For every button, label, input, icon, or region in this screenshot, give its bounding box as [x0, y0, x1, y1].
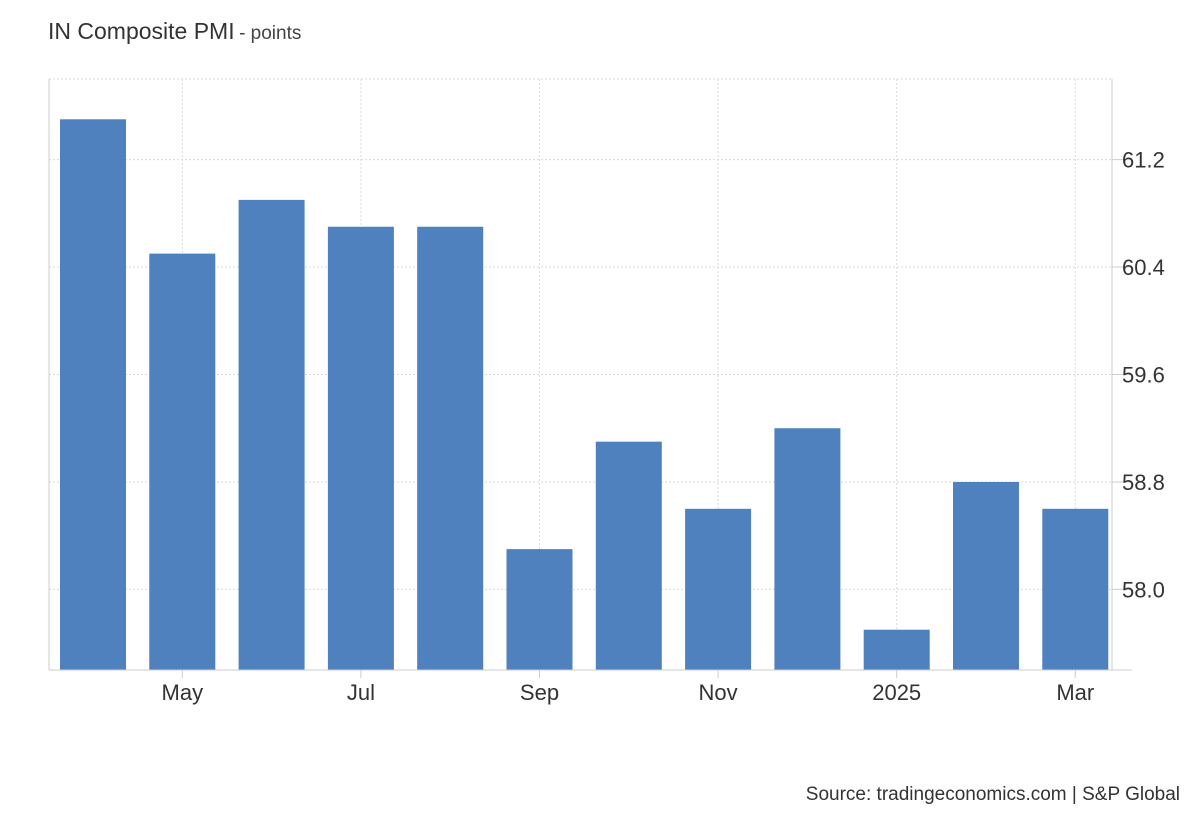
bar: [506, 549, 573, 670]
bar: [863, 629, 930, 670]
y-tick-label: 58.8: [1122, 470, 1165, 495]
x-tick-label: Mar: [1056, 680, 1094, 705]
bar: [149, 253, 216, 670]
chart-unit-label: - points: [239, 23, 302, 44]
bar: [238, 199, 305, 671]
x-tick-label: Sep: [520, 680, 559, 705]
x-tick-label: May: [162, 680, 204, 705]
x-tick-label: Nov: [699, 680, 738, 705]
y-tick-label: 61.2: [1122, 148, 1165, 173]
bar: [774, 428, 841, 670]
source-attribution: Source: tradingeconomics.com | S&P Globa…: [805, 784, 1180, 805]
bar: [953, 481, 1019, 670]
x-tick-label: Jul: [347, 680, 375, 705]
bar: [685, 508, 752, 670]
bar: [327, 226, 394, 670]
bar: [595, 441, 662, 670]
bar: [1042, 508, 1109, 670]
bar: [60, 119, 126, 670]
chart-title-block: IN Composite PMI - points: [48, 18, 301, 45]
x-axis-ticks: May Jul Sep Nov 2025 Mar: [162, 670, 1094, 705]
bar: [417, 226, 484, 670]
y-axis-ticks: 61.2 60.4 59.6 58.8 58.0: [1112, 148, 1165, 602]
y-tick-label: 60.4: [1122, 255, 1165, 280]
chart-title: IN Composite PMI: [48, 18, 235, 44]
y-tick-label: 59.6: [1122, 363, 1165, 388]
bars: [60, 119, 1109, 671]
x-tick-label: 2025: [872, 680, 921, 705]
y-tick-label: 58.0: [1122, 577, 1165, 602]
